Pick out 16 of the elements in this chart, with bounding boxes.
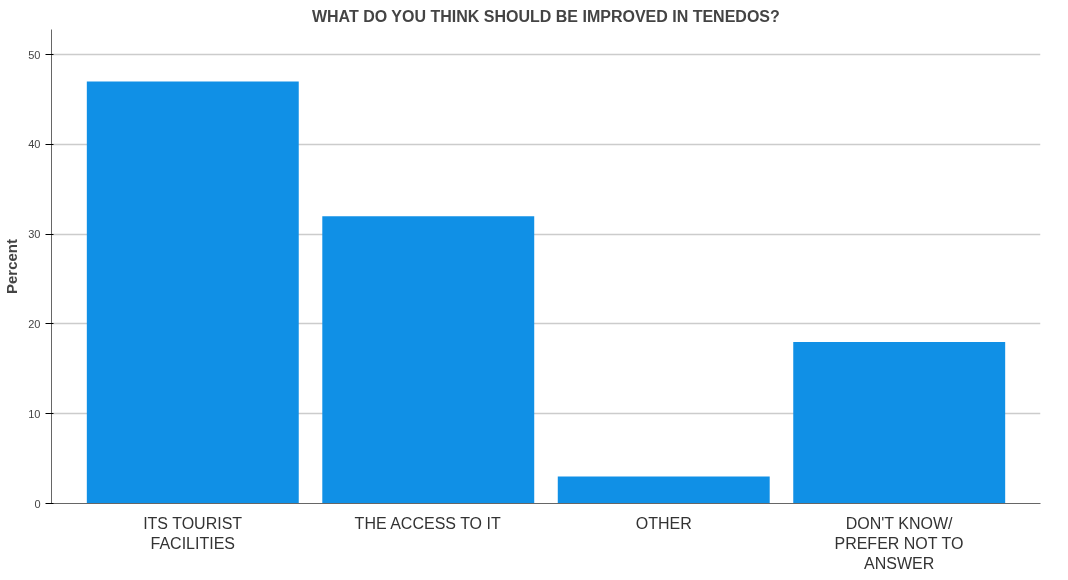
y-axis-title: Percent bbox=[3, 238, 21, 295]
bar bbox=[557, 476, 770, 504]
y-tick-label: 50 bbox=[28, 48, 41, 61]
y-tick-label: 10 bbox=[28, 407, 41, 420]
y-tick-label: 40 bbox=[28, 138, 41, 151]
bar bbox=[86, 81, 299, 504]
x-tick-label: ITS TOURIST FACILITIES bbox=[143, 514, 243, 552]
chart-title: WHAT DO YOU THINK SHOULD BE IMPROVED IN TENEDOS? bbox=[311, 7, 780, 25]
x-tick-label: THE ACCESS TO IT bbox=[354, 514, 501, 532]
y-tick-label: 0 bbox=[34, 497, 41, 510]
x-tick-label: OTHER bbox=[635, 514, 692, 532]
bar bbox=[793, 341, 1006, 504]
y-tick-label: 30 bbox=[28, 228, 41, 241]
x-tick-label: DON'T KNOW/ PREFER NOT TO ANSWER bbox=[834, 514, 964, 573]
y-tick-label: 20 bbox=[28, 317, 41, 330]
bar bbox=[322, 216, 535, 504]
